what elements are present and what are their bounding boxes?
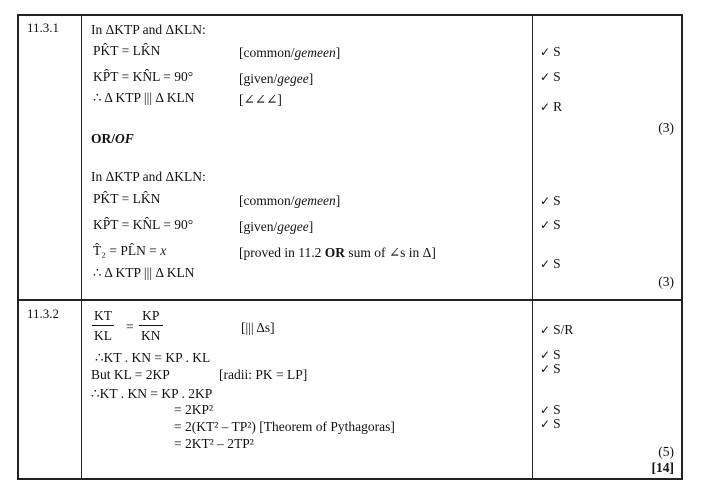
statement-line: PK̂T = LK̂N (93, 191, 161, 206)
ratio-fraction: KT KL (92, 308, 114, 343)
check-icon: ✓ (540, 70, 551, 84)
statement-line: T̂₂ = PL̂N = x (93, 243, 167, 258)
statement-line: KP̂T = KN̂L = 90° (93, 69, 194, 84)
mark: ✓ S (540, 361, 561, 376)
ratio-fraction: KP KN (139, 308, 163, 343)
statement-line: = 2KT² – 2TP² (174, 436, 254, 451)
column-divider-marks (532, 16, 533, 478)
check-icon: ✓ (540, 45, 551, 59)
check-icon: ✓ (540, 403, 551, 417)
mark: ✓ S (540, 402, 561, 417)
check-icon: ✓ (540, 100, 551, 114)
mark: ✓ S (540, 44, 561, 59)
mark: ✓ S (540, 217, 561, 232)
mark: ✓ S (540, 256, 561, 271)
check-icon: ✓ (540, 323, 551, 337)
mark: ✓ S (540, 347, 561, 362)
statement-line: PK̂T = LK̂N (93, 43, 161, 58)
subtotal: (3) (658, 274, 674, 289)
mark: ✓ S/R (540, 322, 574, 337)
conclusion-line: ∴ Δ KTP ||| Δ KLN (93, 90, 195, 105)
reason-text: [radii: PK = LP] (219, 367, 308, 382)
memo-table: 11.3.1 In ΔKTP and ΔKLN: PK̂T = LK̂N [co… (17, 14, 683, 480)
check-icon: ✓ (540, 257, 551, 271)
row-divider (19, 299, 681, 301)
reason-text: [given/gegee] (239, 219, 314, 234)
question-number-11-3-1: 11.3.1 (27, 20, 60, 35)
grand-total: [14] (651, 460, 675, 475)
statement-line: = 2KP² (174, 402, 214, 417)
check-icon: ✓ (540, 362, 551, 376)
mark: ✓ R (540, 99, 563, 114)
statement-line: ∴KT . KN = KP . 2KP (91, 386, 213, 401)
mark: ✓ S (540, 193, 561, 208)
subtotal: (5) (658, 444, 674, 459)
or-separator: OR/OF (91, 131, 134, 146)
mark: ✓ S (540, 416, 561, 431)
conclusion-line: ∴ Δ KTP ||| Δ KLN (93, 265, 195, 280)
reason-text: [∠∠∠] (239, 92, 282, 107)
statement-line: KP̂T = KN̂L = 90° (93, 217, 194, 232)
statement-line: = 2(KT² – TP²) [Theorem of Pythagoras] (174, 419, 395, 434)
column-divider-number (81, 16, 82, 478)
check-icon: ✓ (540, 348, 551, 362)
mark: ✓ S (540, 69, 561, 84)
statement-line: ∴KT . KN = KP . KL (95, 350, 211, 365)
statement-line: But KL = 2KP (91, 367, 170, 382)
subtotal: (3) (658, 120, 674, 135)
intro-line: In ΔKTP and ΔKLN: (91, 22, 206, 37)
reason-text: [||| Δs] (241, 320, 275, 335)
check-icon: ✓ (540, 194, 551, 208)
reason-text: [common/gemeen] (239, 45, 341, 60)
intro-line: In ΔKTP and ΔKLN: (91, 169, 206, 184)
question-number-11-3-2: 11.3.2 (27, 306, 60, 321)
check-icon: ✓ (540, 417, 551, 431)
reason-text: [proved in 11.2 OR sum of ∠s in Δ] (239, 245, 436, 260)
equals-sign: = (126, 319, 134, 334)
check-icon: ✓ (540, 218, 551, 232)
reason-text: [given/gegee] (239, 71, 314, 86)
reason-text: [common/gemeen] (239, 193, 341, 208)
